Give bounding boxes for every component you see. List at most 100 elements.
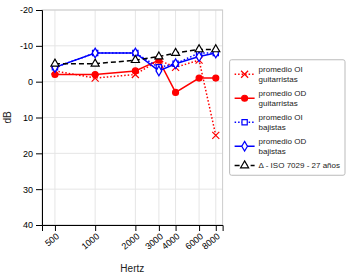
y-tick-label: 20 [23,149,33,159]
legend-label-line: guitarristas [259,99,298,108]
x-tick-mark [199,225,200,231]
chart-svg: 500100020003000400060008000-20-100102030… [0,0,350,277]
y-tick-mark [36,153,42,154]
x-tick-mark [176,225,177,231]
y-tick-mark [36,82,42,83]
legend-entry: promedio ODguitarristas [235,89,307,108]
series-marker [195,45,203,52]
series-line [55,60,216,92]
y-axis: -20 -10 0 10 20 30 40 [20,5,43,230]
legend-entry: promedio OIguitarristas [235,65,303,84]
series-marker [51,59,59,66]
y-tick: 30 [23,185,42,195]
series-line [55,53,216,67]
legend-label: promedio ODguitarristas [259,89,307,108]
y-axis-line [36,11,43,226]
series-line [55,60,216,135]
series-marker [92,72,98,78]
grid-line-y [42,189,223,190]
y-tick-mark [36,189,42,190]
series-marker [213,75,219,81]
legend-label-line: promedio OI [259,113,303,122]
y-tick-label: -10 [20,41,33,51]
x-axis: 500100020003000400060008000 [43,225,224,252]
series-line [55,53,216,71]
legend-swatch-marker [242,141,248,151]
series-marker [155,52,163,59]
y-axis-title: dB [2,111,13,124]
y-tick: -10 [20,41,42,51]
legend-label-line: promedio OD [259,89,307,98]
series-marker [172,48,180,55]
legend: promedio OIguitarristaspromedio ODguitar… [230,60,345,176]
y-tick-label: 10 [23,113,33,123]
series-group [51,45,220,139]
series-marker [196,52,202,62]
x-tick-mark [216,225,217,231]
grid [42,10,223,225]
y-tick: 20 [23,149,42,159]
grid-line-y [42,45,223,46]
x-tick-label: 8000 [200,231,222,252]
legend-entry: Δ - ISO 7029 - 27 años [235,161,340,170]
x-tick-mark [135,225,136,231]
x-tick-label: 4000 [160,231,182,252]
grid-line-y [42,153,223,154]
series-marker [173,59,179,69]
series-marker [212,132,219,139]
series-marker [91,59,99,66]
y-tick: 40 [23,220,42,230]
legend-label-line: promedio OD [259,137,307,146]
x-tick: 8000 [200,225,222,252]
legend-label-line: promedio OI [259,65,303,74]
series-marker [132,68,138,74]
grid-line-y [42,117,223,118]
x-axis-line [43,226,224,232]
x-tick: 2000 [120,225,142,252]
y-tick-mark [36,225,42,226]
x-tick-label: 500 [43,231,61,248]
plot-frame [42,10,223,225]
grid-line-y [42,81,223,82]
legend-box [230,60,345,176]
series-marker [173,89,179,95]
legend-swatch-marker [241,71,248,78]
series-marker [196,75,202,81]
x-tick-label: 1000 [80,231,102,252]
x-tick-mark [55,225,56,231]
plot-area: 500100020003000400060008000-20-100102030… [20,5,223,251]
x-tick-label: 2000 [120,231,142,252]
y-tick: 10 [23,113,42,123]
series-line [55,49,216,63]
x-tick-mark [159,225,160,231]
legend-label: promedio ODbajistas [259,137,307,156]
series-marker [92,48,98,58]
legend-label-line: bajistas [259,147,286,156]
y-tick: 0 [28,77,42,87]
y-tick: -20 [20,5,42,15]
y-tick-label: 30 [23,185,33,195]
legend-swatch-marker [242,95,248,101]
legend-label: promedio OIguitarristas [259,65,303,84]
legend-label: Δ - ISO 7029 - 27 años [259,161,340,170]
series-marker [156,66,162,76]
legend-label-line: Δ - ISO 7029 - 27 años [259,161,340,170]
x-axis-title: Hertz [120,263,144,274]
y-tick-mark [36,10,42,11]
series-marker [131,56,139,63]
x-tick: 4000 [160,225,182,252]
y-tick-label: -20 [20,5,33,15]
legend-entry: promedio ODbajistas [235,137,307,156]
x-tick: 1000 [80,225,102,252]
legend-label: promedio OIbajistas [259,113,303,132]
chart-container: 500100020003000400060008000-20-100102030… [0,0,350,277]
y-tick-label: 40 [23,220,33,230]
legend-label-line: guitarristas [259,75,298,84]
y-tick-label: 0 [28,77,33,87]
legend-swatch-marker [241,161,249,168]
legend-entry: promedio OIbajistas [235,113,303,132]
series-marker [212,45,220,52]
y-tick-mark [36,118,42,119]
x-tick: 500 [43,225,61,248]
legend-swatch-marker [242,120,247,125]
